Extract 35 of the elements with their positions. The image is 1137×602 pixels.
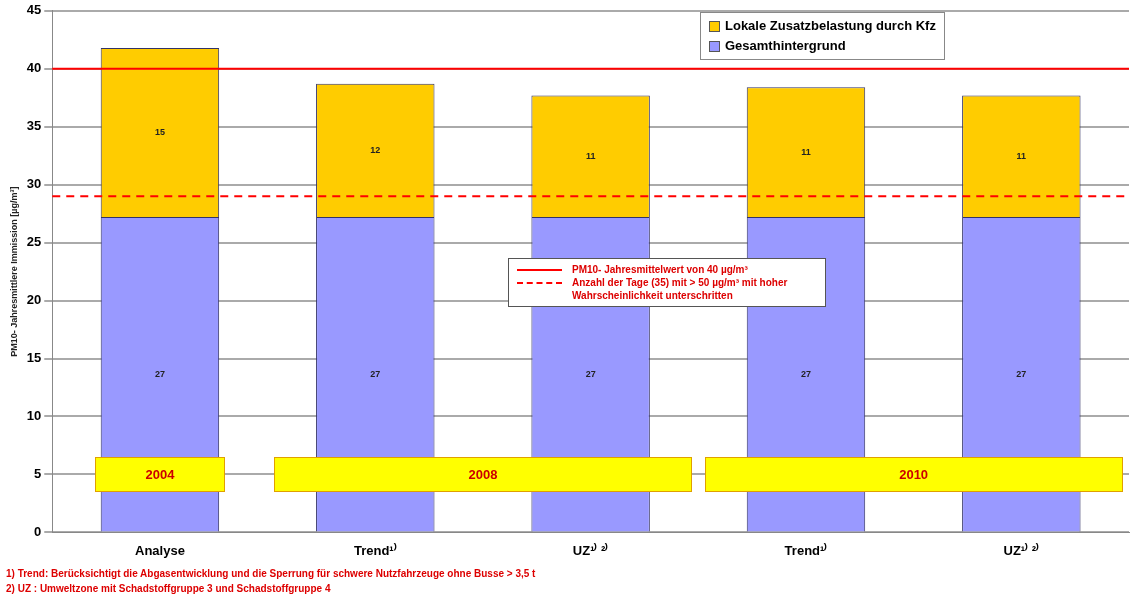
data-label: 27 [800,368,811,379]
year-box: 2008 [274,457,692,492]
text: 2) UZ : Umweltzone mit Schadstoffgruppe 3 und Schadstoffgruppe 4 [6,582,332,596]
legend-label: PM10- Jahresmittelwert von 40 µg/m³ [572,263,748,276]
y-tick-label: 15 [26,350,42,366]
legend-label: Anzahl der Tage (35) mit > 50 µg/m³ mit hoher Wahrscheinlichkeit unterschritten [572,276,789,302]
year-box: 2010 [704,457,1123,492]
year-box: 2004 [95,457,225,492]
text: 1) Trend: Berücksichtigt die Abgasentwicklung und die Sperrung für schwere Nutzfahrzeuge ohne Busse > 3,5 t [6,567,536,581]
y-tick-label: 10 [26,408,42,424]
data-label: 11 [801,146,811,157]
x-tick-label: Analyse [135,542,185,558]
y-tick-label: 30 [26,176,42,192]
x-tick-label: Trend¹⁾ [353,541,397,558]
x-tick-label: UZ¹⁾ ²⁾ [1003,541,1040,558]
y-tick-label: 20 [26,292,42,308]
y-tick-label: 35 [26,118,42,134]
data-label: 12 [370,144,381,155]
data-label: 27 [370,368,381,379]
y-tick-label: 5 [34,466,42,482]
legend-label: Gesamthintergrund [725,37,846,55]
x-tick-label: Trend¹⁾ [784,541,828,558]
data-label: 15 [154,126,165,137]
data-label: 27 [1016,368,1027,379]
legend-label: Lokale Zusatzbelastung durch Kfz [725,17,936,35]
y-tick-label: 40 [26,60,42,76]
y-axis-title: PM10- Jahresmittlere Immission [µg/m³] [8,186,19,357]
y-tick-label: 25 [26,234,42,250]
x-tick-label: UZ¹⁾ ²⁾ [572,541,609,558]
data-label: 11 [1016,150,1027,161]
y-tick-label: 0 [34,523,42,539]
y-tick-label: 45 [26,2,42,18]
data-label: 27 [154,368,165,379]
data-label: 27 [585,368,596,379]
data-label: 11 [585,150,596,161]
